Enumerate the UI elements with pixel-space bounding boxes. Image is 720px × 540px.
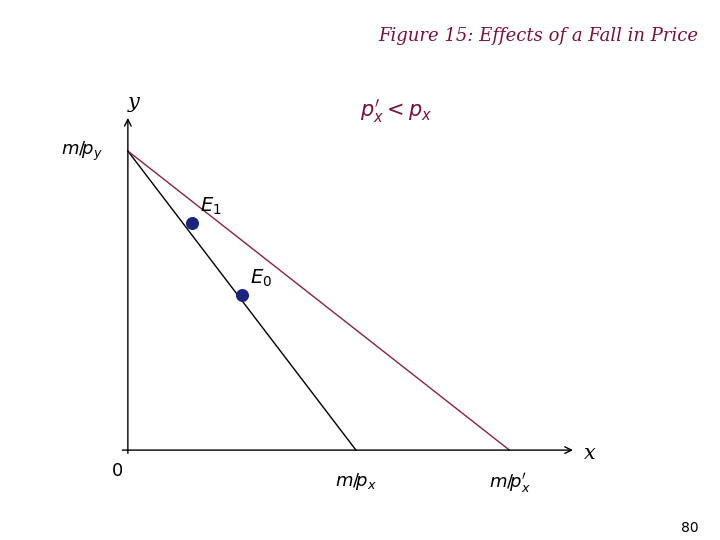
Text: $m/\!p_x$: $m/\!p_x$ xyxy=(335,471,377,492)
Text: 0: 0 xyxy=(112,462,123,480)
Text: $E_1$: $E_1$ xyxy=(200,195,222,217)
Text: Figure 15: Effects of a Fall in Price: Figure 15: Effects of a Fall in Price xyxy=(379,27,698,45)
Point xyxy=(186,219,198,227)
Text: x: x xyxy=(584,443,596,463)
Text: $E_0$: $E_0$ xyxy=(251,267,272,288)
Text: $p_x^{\prime} < p_x$: $p_x^{\prime} < p_x$ xyxy=(360,97,432,125)
Text: $m/\!p_x^{\prime}$: $m/\!p_x^{\prime}$ xyxy=(489,471,530,495)
Text: 80: 80 xyxy=(681,521,698,535)
Point xyxy=(236,291,248,299)
Text: $m/\!p_y$: $m/\!p_y$ xyxy=(61,139,103,163)
Text: y: y xyxy=(128,93,140,112)
